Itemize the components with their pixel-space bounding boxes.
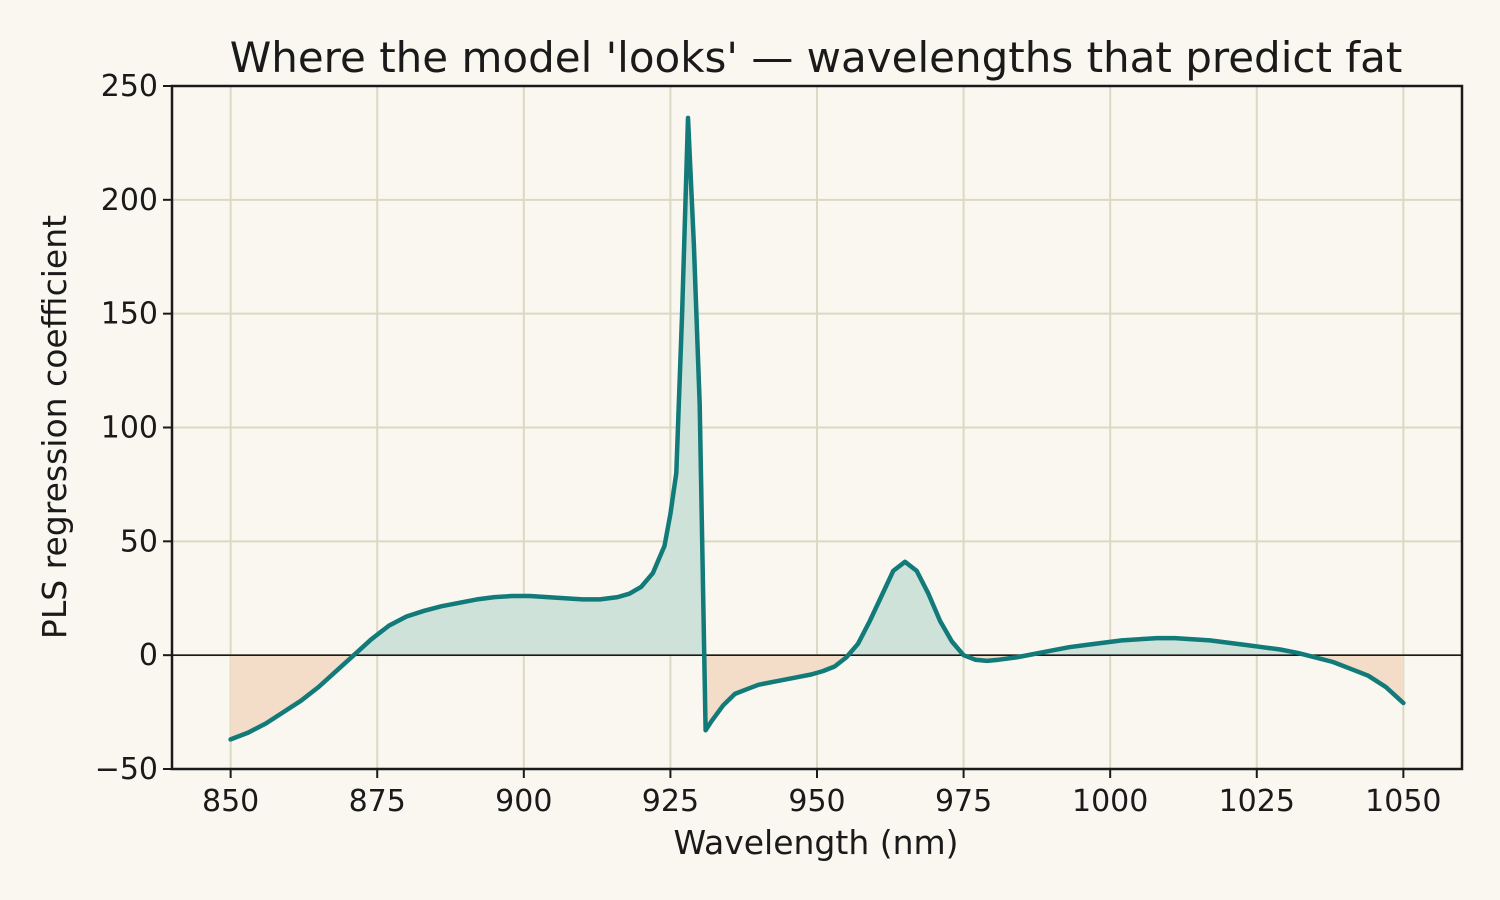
y-tick-label: 250	[101, 69, 158, 104]
negative-area	[1306, 655, 1404, 703]
y-tick-label: 150	[101, 297, 158, 332]
chart-title: Where the model 'looks' — wavelengths th…	[230, 33, 1403, 82]
x-tick-label: 1000	[1072, 784, 1148, 819]
y-tick-label: 50	[120, 524, 158, 559]
positive-area	[353, 117, 705, 656]
series-line	[228, 115, 1406, 742]
x-tick-label: 1050	[1365, 784, 1441, 819]
x-tick-label: 950	[788, 784, 845, 819]
y-tick-label: 100	[101, 411, 158, 446]
x-tick-label: 850	[202, 784, 259, 819]
x-tick-label: 975	[935, 784, 992, 819]
x-tick-label: 875	[349, 784, 406, 819]
y-axis-title: PLS regression coefficient	[35, 215, 74, 639]
negative-area	[230, 655, 354, 740]
x-axis-title: Wavelength (nm)	[673, 823, 958, 862]
x-tick-label: 900	[495, 784, 552, 819]
axis-ticks: 850 875 900 925 950 975 1000 1025 1050 −50 0 50 100 1…	[95, 69, 1442, 819]
x-tick-label: 1025	[1219, 784, 1295, 819]
x-tick-label: 925	[642, 784, 699, 819]
positive-area	[848, 561, 964, 656]
y-tick-label: 0	[139, 638, 158, 673]
y-tick-label: 200	[101, 183, 158, 218]
y-tick-label: −50	[95, 752, 158, 787]
positive-area	[1028, 638, 1307, 656]
